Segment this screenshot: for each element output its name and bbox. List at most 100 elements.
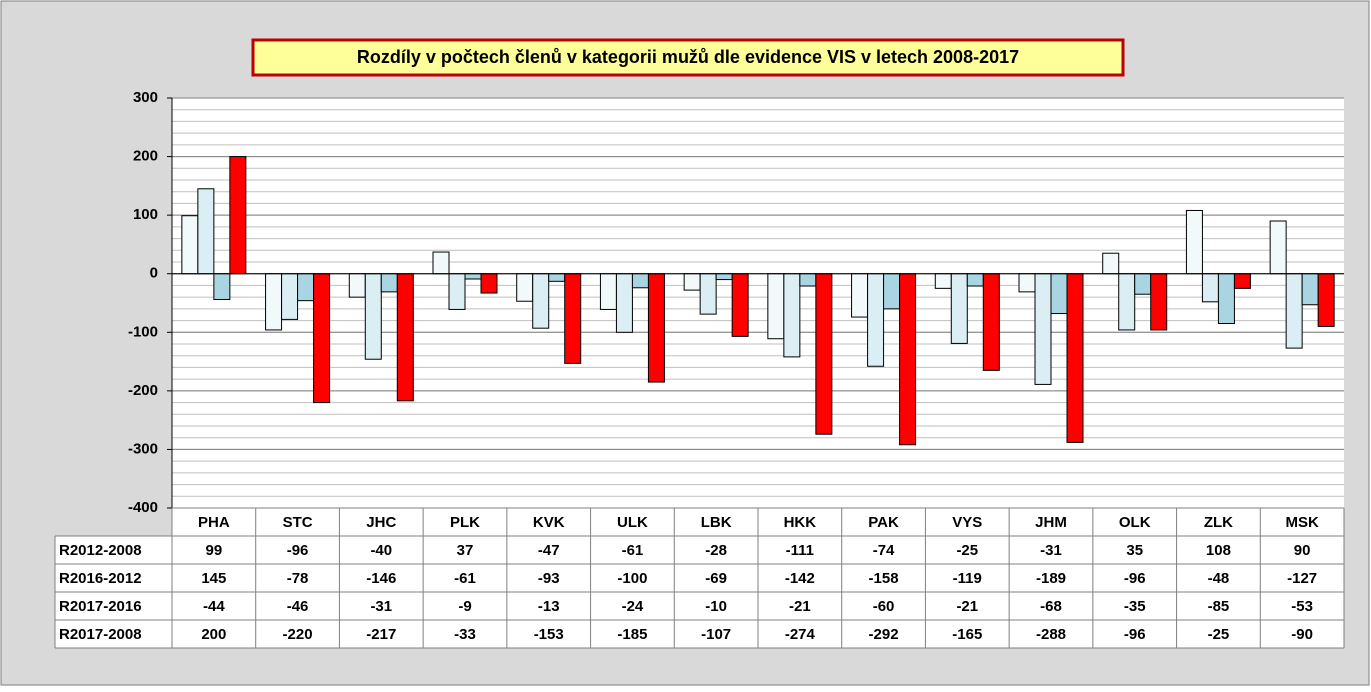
table-value: -85: [1208, 598, 1230, 615]
bar: [448, 273, 466, 310]
bar: [1233, 273, 1251, 289]
bar: [982, 273, 1000, 371]
y-tick-label: -200: [128, 382, 158, 399]
bar: [564, 273, 582, 364]
title-box: [251, 38, 1125, 77]
table-value: -60: [873, 598, 895, 615]
table-value: -119: [953, 570, 982, 587]
table-value: -31: [370, 598, 392, 615]
bar: [1201, 273, 1219, 303]
x-tick-label: VYS: [952, 514, 982, 531]
bar: [966, 273, 984, 287]
table-value: -46: [287, 598, 309, 615]
legend-label: R2016-2012: [59, 570, 142, 587]
chart-title: Rozdíly v počtech členů v kategorii mužů…: [357, 47, 1019, 67]
table-value: -220: [283, 626, 313, 643]
bar: [1217, 273, 1235, 325]
table-value: -185: [617, 626, 647, 643]
table-value: -44: [203, 598, 225, 615]
bar: [1301, 273, 1319, 306]
table-value: -288: [1036, 626, 1066, 643]
table-value: -142: [785, 570, 815, 587]
bar: [532, 273, 550, 329]
bar: [883, 273, 901, 310]
table-value: 145: [201, 570, 226, 587]
table-value: -78: [287, 570, 309, 587]
table-value: -53: [1291, 598, 1313, 615]
table-value: -165: [952, 626, 982, 643]
bar: [815, 273, 833, 435]
table-value: -107: [701, 626, 731, 643]
bar: [396, 273, 414, 402]
bar: [1317, 273, 1335, 327]
bar: [265, 273, 283, 331]
table-value: -68: [1040, 598, 1062, 615]
y-tick-label: 100: [133, 206, 158, 223]
table-value: -96: [1124, 626, 1146, 643]
bar: [364, 273, 382, 360]
bar: [1285, 273, 1303, 349]
table-value: -69: [705, 570, 727, 587]
bar: [599, 273, 617, 310]
bar: [516, 273, 534, 302]
table-value: -100: [617, 570, 647, 587]
bar: [934, 273, 952, 289]
bar: [313, 273, 331, 404]
table-value: 200: [201, 626, 226, 643]
y-tick-label: 200: [133, 148, 158, 165]
table-value: -292: [869, 626, 899, 643]
table-value: -93: [538, 570, 560, 587]
bar: [181, 215, 199, 275]
bar: [899, 273, 917, 446]
x-tick-label: KVK: [533, 514, 565, 531]
bar: [1118, 273, 1136, 331]
table-value: -25: [1208, 626, 1230, 643]
legend-label: R2012-2008: [59, 542, 142, 559]
x-tick-label: ZLK: [1204, 514, 1233, 531]
table-value: -217: [366, 626, 396, 643]
x-tick-label: STC: [283, 514, 313, 531]
bar: [548, 273, 566, 282]
table-value: -74: [873, 542, 895, 559]
bar: [1185, 209, 1203, 275]
table-value: -9: [458, 598, 471, 615]
bar: [432, 251, 450, 275]
legend-label: R2017-2016: [59, 598, 142, 615]
table-value: -28: [705, 542, 727, 559]
bar: [380, 273, 398, 293]
table-value: -40: [370, 542, 392, 559]
table-value: -21: [956, 598, 978, 615]
table-value: -31: [1040, 542, 1062, 559]
bar: [1066, 273, 1084, 443]
x-tick-label: JHM: [1035, 514, 1067, 531]
bar: [767, 273, 785, 340]
table-value: -274: [785, 626, 816, 643]
x-tick-label: OLK: [1119, 514, 1151, 531]
y-tick-label: 300: [133, 89, 158, 106]
bar: [699, 273, 717, 315]
bar: [715, 273, 733, 281]
table-value: -96: [287, 542, 309, 559]
bar: [783, 273, 801, 358]
table-value: -96: [1124, 570, 1146, 587]
x-tick-label: HKK: [784, 514, 817, 531]
table-value: 90: [1294, 542, 1311, 559]
y-tick-label: 0: [150, 265, 158, 282]
y-tick-label: -300: [128, 440, 158, 457]
x-tick-label: PLK: [450, 514, 480, 531]
y-tick-label: -400: [128, 499, 158, 516]
y-tick-label: -100: [128, 323, 158, 340]
table-value: -61: [454, 570, 476, 587]
table-value: 108: [1206, 542, 1231, 559]
table-value: -127: [1287, 570, 1317, 587]
bar: [867, 273, 885, 367]
bar: [950, 273, 968, 344]
x-tick-label: MSK: [1285, 514, 1319, 531]
table-value: -25: [956, 542, 978, 559]
bar: [348, 273, 366, 298]
table-value: -35: [1124, 598, 1146, 615]
table-value: -153: [534, 626, 564, 643]
bar: [1018, 273, 1036, 293]
bar: [1134, 273, 1152, 295]
